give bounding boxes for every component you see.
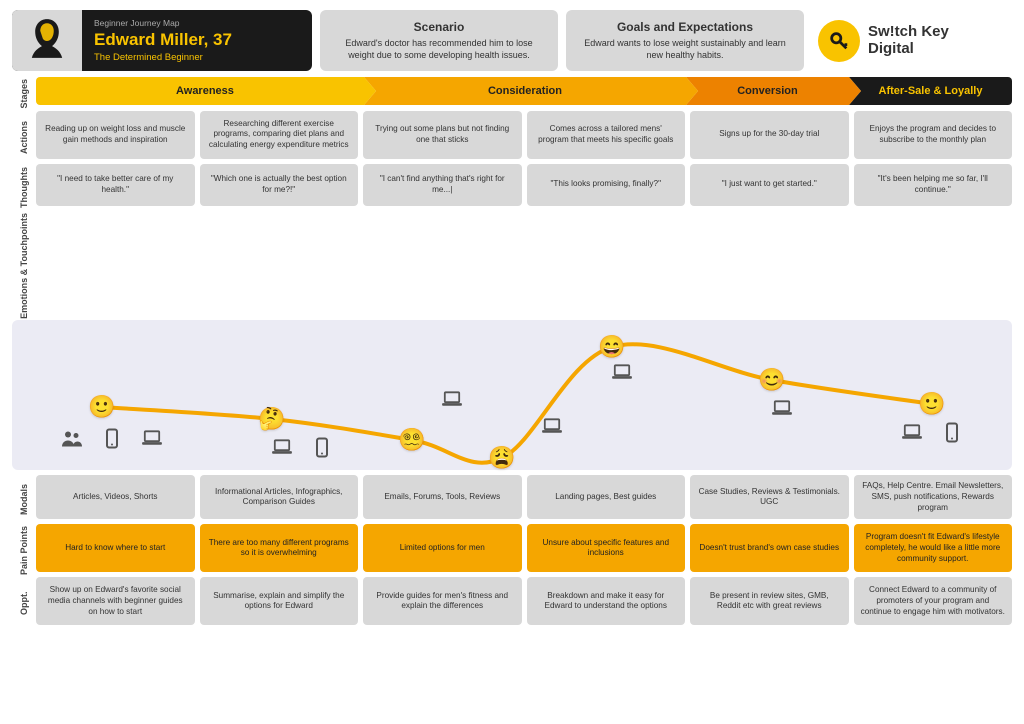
row-label-pain: Pain Points (12, 524, 36, 577)
opp-cell: Show up on Edward's favorite social medi… (36, 577, 195, 625)
action-cell: Trying out some plans but not finding on… (363, 111, 522, 159)
opp-cell: Provide guides for men's fitness and exp… (363, 577, 522, 625)
action-cell: Researching different exercise programs,… (200, 111, 359, 159)
emotion-emoji: 😊 (758, 367, 785, 393)
pain-cell: Hard to know where to start (36, 524, 195, 572)
stage-consideration-label: Consideration (488, 85, 562, 97)
actions-row: Reading up on weight loss and muscle gai… (36, 111, 1012, 159)
row-label-opp: Oppt. (12, 577, 36, 630)
laptop-icon (141, 430, 163, 451)
action-cell: Comes across a tailored mens' program th… (527, 111, 686, 159)
row-label-thoughts: Thoughts (12, 164, 36, 211)
stage-conversion: Conversion (686, 77, 849, 105)
modals-row: Articles, Videos, Shorts Informational A… (36, 475, 1012, 519)
thought-cell: "I just want to get started." (690, 164, 849, 206)
modal-cell: Informational Articles, Infographics, Co… (200, 475, 359, 519)
action-cell: Signs up for the 30-day trial (690, 111, 849, 159)
scenario-box: Scenario Edward's doctor has recommended… (320, 10, 558, 71)
pain-cell: Limited options for men (363, 524, 522, 572)
phone-icon (316, 438, 328, 461)
persona-card: Beginner Journey Map Edward Miller, 37 T… (12, 10, 312, 71)
scenario-body: Edward's doctor has recommended him to l… (334, 38, 544, 61)
emotions-panel: 🙂 🤔 😵‍💫 😩 😄 😊 🙂 (12, 320, 1012, 470)
opp-cell: Connect Edward to a community of promote… (854, 577, 1013, 625)
row-label-actions: Actions (12, 111, 36, 164)
journey-grid: Stages Awareness Consideration Conversio… (12, 77, 1012, 630)
persona-type: Beginner Journey Map (94, 18, 300, 28)
emotion-emoji: 🙂 (88, 394, 115, 420)
brand-text: Sw!tch Key Digital (868, 24, 949, 57)
opp-cell: Be present in review sites, GMB, Reddit … (690, 577, 849, 625)
people-icon (60, 430, 84, 451)
row-label-emotions: Emotions & Touchpoints (12, 211, 36, 321)
stage-after-label: After-Sale & Loyally (879, 85, 983, 97)
opp-row: Show up on Edward's favorite social medi… (36, 577, 1012, 625)
persona-name: Edward Miller, 37 (94, 30, 300, 50)
thought-cell: "Which one is actually the best option f… (200, 164, 359, 206)
stage-consideration: Consideration (364, 77, 686, 105)
row-label-modals: Modals (12, 475, 36, 524)
thought-cell: "This looks promising, finally?" (527, 164, 686, 206)
pain-cell: There are too many different programs so… (200, 524, 359, 572)
thought-cell: "I can't find anything that's right for … (363, 164, 522, 206)
avatar (12, 10, 82, 71)
action-cell: Reading up on weight loss and muscle gai… (36, 111, 195, 159)
phone-icon (106, 429, 118, 452)
persona-tag: The Determined Beginner (94, 52, 300, 63)
laptop-icon (901, 424, 923, 445)
stages-row: Awareness Consideration Conversion After… (36, 77, 1012, 105)
row-label-stages: Stages (12, 77, 36, 111)
header: Beginner Journey Map Edward Miller, 37 T… (12, 10, 1012, 71)
stage-after: After-Sale & Loyally (849, 77, 1012, 105)
action-cell: Enjoys the program and decides to subscr… (854, 111, 1013, 159)
persona-info: Beginner Journey Map Edward Miller, 37 T… (82, 10, 312, 71)
person-silhouette-icon (20, 14, 74, 68)
modal-cell: Articles, Videos, Shorts (36, 475, 195, 519)
thoughts-row: "I need to take better care of my health… (36, 164, 1012, 206)
modal-cell: Case Studies, Reviews & Testimonials. UG… (690, 475, 849, 519)
emotion-emoji: 😄 (598, 334, 625, 360)
stage-conversion-label: Conversion (737, 85, 798, 97)
pain-cell: Program doesn't fit Edward's lifestyle c… (854, 524, 1013, 572)
goals-box: Goals and Expectations Edward wants to l… (566, 10, 804, 71)
brand-line2: Digital (868, 40, 914, 57)
laptop-icon (441, 391, 463, 412)
stage-awareness-label: Awareness (176, 85, 234, 97)
opp-cell: Summarise, explain and simplify the opti… (200, 577, 359, 625)
emotion-emoji: 🤔 (258, 406, 285, 432)
thought-cell: "I need to take better care of my health… (36, 164, 195, 206)
emotion-emoji: 😩 (488, 445, 515, 471)
modal-cell: FAQs, Help Centre. Email Newsletters, SM… (854, 475, 1013, 519)
goals-body: Edward wants to lose weight sustainably … (580, 38, 790, 61)
laptop-icon (611, 364, 633, 385)
pain-cell: Doesn't trust brand's own case studies (690, 524, 849, 572)
thought-cell: "It's been helping me so far, I'll conti… (854, 164, 1013, 206)
emotion-emoji: 🙂 (918, 391, 945, 417)
opp-cell: Breakdown and make it easy for Edward to… (527, 577, 686, 625)
phone-icon (946, 423, 958, 446)
stage-awareness: Awareness (36, 77, 364, 105)
laptop-icon (541, 418, 563, 439)
laptop-icon (771, 400, 793, 421)
scenario-title: Scenario (334, 20, 544, 34)
brand-logo: Sw!tch Key Digital (812, 10, 1012, 71)
logo-key-icon (818, 20, 860, 62)
modal-cell: Landing pages, Best guides (527, 475, 686, 519)
pain-cell: Unsure about specific features and inclu… (527, 524, 686, 572)
modal-cell: Emails, Forums, Tools, Reviews (363, 475, 522, 519)
brand-line1: Sw!tch Key (868, 23, 949, 40)
goals-title: Goals and Expectations (580, 20, 790, 34)
laptop-icon (271, 439, 293, 460)
pain-row: Hard to know where to start There are to… (36, 524, 1012, 572)
emotion-emoji: 😵‍💫 (398, 427, 425, 453)
